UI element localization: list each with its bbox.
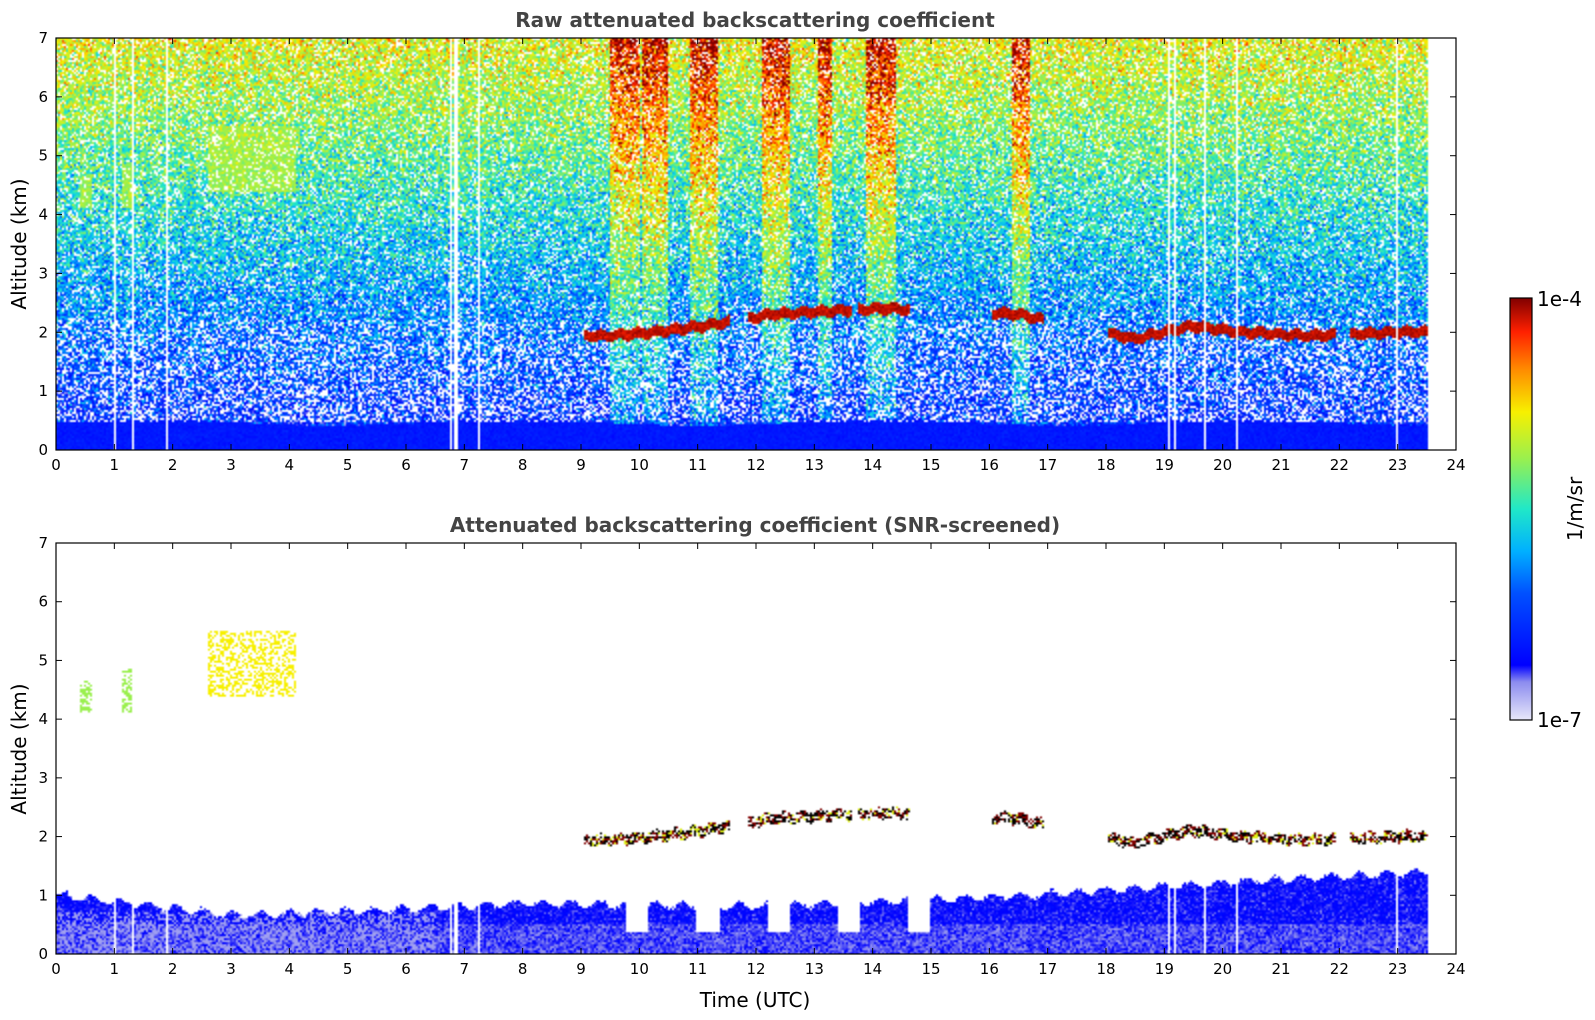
- y-tick-label: 2: [38, 828, 48, 846]
- y-tick-label: 0: [38, 441, 48, 459]
- x-tick-label: 1: [110, 456, 120, 474]
- x-tick-label: 10: [630, 960, 649, 978]
- colorbar-min-label: 1e-7: [1537, 708, 1582, 732]
- colorbar-max-label: 1e-4: [1537, 287, 1582, 311]
- x-tick-label: 8: [518, 960, 528, 978]
- x-tick-label: 14: [863, 960, 882, 978]
- x-tick-label: 20: [1213, 960, 1232, 978]
- x-tick-label: 20: [1213, 456, 1232, 474]
- y-tick-label: 6: [38, 593, 48, 611]
- y-tick-label: 2: [38, 323, 48, 341]
- x-tick-label: 15: [921, 456, 940, 474]
- colorbar-gradient: [1510, 298, 1532, 720]
- x-tick-label: 9: [576, 960, 586, 978]
- x-tick-label: 22: [1330, 456, 1349, 474]
- x-tick-label: 11: [688, 456, 707, 474]
- x-tick-label: 5: [343, 456, 353, 474]
- raw-backscatter-heatmap: [56, 38, 1456, 450]
- x-tick-label: 3: [226, 960, 236, 978]
- x-tick-label: 10: [630, 456, 649, 474]
- x-tick-label: 8: [518, 456, 528, 474]
- y-tick-label: 6: [38, 88, 48, 106]
- x-tick-label: 6: [401, 456, 411, 474]
- x-tick-label: 22: [1330, 960, 1349, 978]
- y-tick-label: 4: [38, 206, 48, 224]
- x-tick-label: 19: [1155, 960, 1174, 978]
- x-tick-label: 9: [576, 456, 586, 474]
- x-tick-label: 6: [401, 960, 411, 978]
- y-tick-label: 1: [38, 886, 48, 904]
- x-tick-label: 23: [1388, 960, 1407, 978]
- x-tick-label: 2: [168, 960, 178, 978]
- y-tick-label: 4: [38, 710, 48, 728]
- x-axis-label: Time (UTC): [699, 988, 811, 1012]
- axis-ticks-screened: 0 1 2 3 4 5 6 7 8 9 10 11 12 13 14 15 16 17 18 19 20 21 22 23 24…: [38, 534, 1465, 978]
- panel-title-raw: Raw attenuated backscattering coefficien…: [515, 8, 995, 32]
- y-tick-label: 3: [38, 264, 48, 282]
- x-tick-label: 16: [980, 456, 999, 474]
- x-tick-label: 14: [863, 456, 882, 474]
- x-tick-label: 15: [921, 960, 940, 978]
- x-tick-label: 21: [1271, 456, 1290, 474]
- y-tick-label: 7: [38, 29, 48, 47]
- x-tick-label: 13: [805, 456, 824, 474]
- x-tick-label: 7: [460, 960, 470, 978]
- x-tick-label: 4: [285, 960, 295, 978]
- x-tick-label: 1: [110, 960, 120, 978]
- x-tick-label: 0: [51, 456, 61, 474]
- x-tick-label: 13: [805, 960, 824, 978]
- y-tick-label: 3: [38, 769, 48, 787]
- x-tick-label: 12: [746, 456, 765, 474]
- colorbar-frame: [1509, 297, 1533, 721]
- x-tick-label: 5: [343, 960, 353, 978]
- x-tick-label: 0: [51, 960, 61, 978]
- x-tick-label: 19: [1155, 456, 1174, 474]
- x-tick-label: 21: [1271, 960, 1290, 978]
- x-tick-label: 7: [460, 456, 470, 474]
- x-tick-label: 17: [1038, 456, 1057, 474]
- x-tick-label: 2: [168, 456, 178, 474]
- colorbar: 1e-4 1e-7 1/m/sr: [1509, 287, 1587, 732]
- x-tick-label: 17: [1038, 960, 1057, 978]
- axis-ticks-raw: 0 1 2 3 4 5 6 7 8 9 10 11 12 13 14 15 16 17 18 19 20 21 22 23 24…: [38, 29, 1465, 474]
- x-tick-label: 18: [1096, 456, 1115, 474]
- y-tick-label: 5: [38, 147, 48, 165]
- colorbar-unit-label: 1/m/sr: [1563, 476, 1587, 541]
- x-tick-label: 4: [285, 456, 295, 474]
- x-tick-label: 23: [1388, 456, 1407, 474]
- screened-backscatter-panel: Attenuated backscattering coefficient (S…: [7, 513, 1466, 1012]
- panel-title-screened: Attenuated backscattering coefficient (S…: [450, 513, 1060, 537]
- screened-backscatter-heatmap: [56, 543, 1456, 954]
- x-tick-label: 18: [1096, 960, 1115, 978]
- y-tick-label: 7: [38, 534, 48, 552]
- x-tick-label: 11: [688, 960, 707, 978]
- x-tick-label: 24: [1446, 960, 1465, 978]
- y-axis-label-raw: Altitude (km): [7, 178, 31, 309]
- raw-backscatter-panel: Raw attenuated backscattering coefficien…: [7, 8, 1466, 474]
- x-tick-label: 3: [226, 456, 236, 474]
- y-tick-label: 0: [38, 945, 48, 963]
- x-tick-label: 12: [746, 960, 765, 978]
- x-tick-label: 24: [1446, 456, 1465, 474]
- y-tick-label: 1: [38, 382, 48, 400]
- x-tick-label: 16: [980, 960, 999, 978]
- y-axis-label-screened: Altitude (km): [7, 683, 31, 814]
- y-tick-label: 5: [38, 651, 48, 669]
